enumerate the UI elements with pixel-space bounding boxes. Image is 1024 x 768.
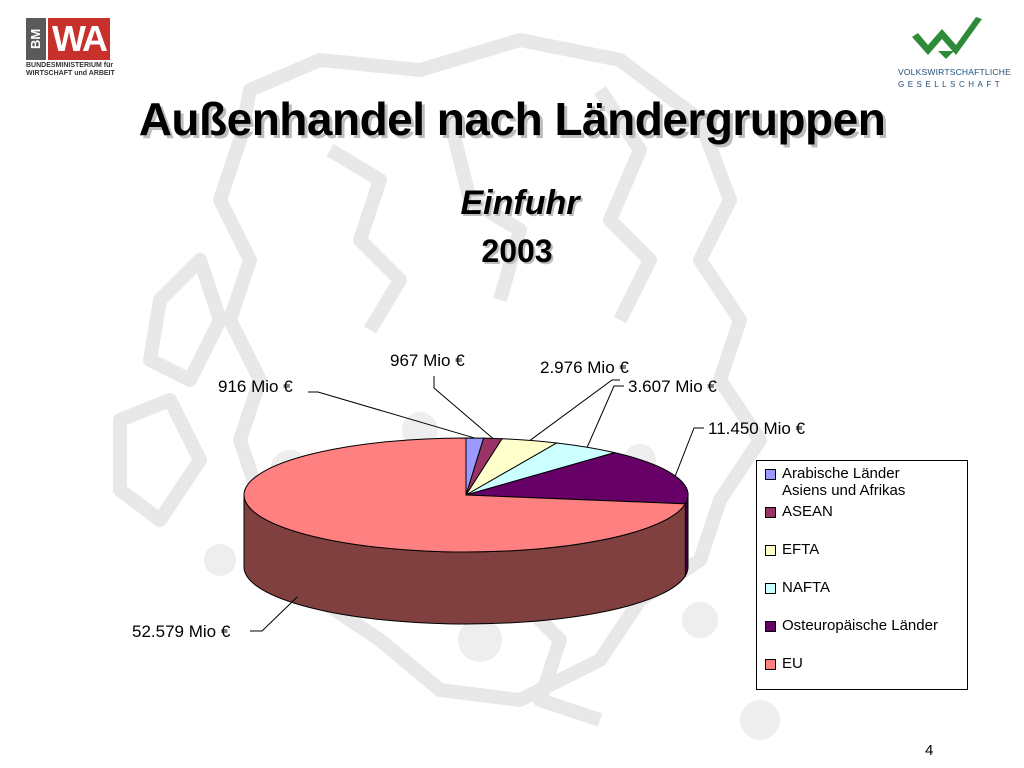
data-label-5: 52.579 Mio € [132, 622, 231, 641]
bmwa-logo: BM WA BUNDESMINISTERIUM für WIRTSCHAFT u… [26, 18, 116, 78]
legend-label-4: Osteuropäische Länder [782, 617, 938, 634]
legend-swatch-4 [765, 621, 776, 632]
page-number: 4 [925, 742, 934, 759]
leader-line-0 [308, 391, 475, 439]
checkmark-logo-icon [912, 17, 982, 59]
legend-label-0: Arabische Länder Asiens und Afrikas [782, 465, 905, 499]
data-label-1: 967 Mio € [390, 351, 465, 370]
legend-swatch-2 [765, 545, 776, 556]
pie-slice-4 [465, 452, 689, 505]
legend-label-3: NAFTA [782, 579, 830, 596]
data-label-0: 916 Mio € [218, 377, 293, 396]
leader-line-3 [586, 385, 624, 448]
legend-swatch-3 [765, 583, 776, 594]
legend-swatch-0 [765, 469, 776, 480]
legend-label-line-1: ASEAN [782, 503, 833, 520]
legend-label-line-1: EU [782, 655, 803, 672]
bmwa-logo-subtitle: BUNDESMINISTERIUM für WIRTSCHAFT und ARB… [26, 62, 136, 78]
data-label-2: 2.976 Mio € [540, 358, 629, 377]
slide-title: Außenhandel nach Ländergruppen [138, 93, 886, 145]
leader-line-5 [250, 596, 298, 632]
legend-label-line-1: NAFTA [782, 579, 831, 596]
leader-line-1 [433, 376, 494, 439]
bmwa-logo-subtitle-line-1: BUNDESMINISTERIUM für [26, 62, 114, 69]
leader-line-4 [674, 427, 704, 477]
legend-swatch-5 [765, 659, 776, 670]
chart-legend: Arabische Länder Asiens und Afrikas ASEAN E… [756, 460, 968, 690]
legend-label-line-1: EFTA [782, 541, 820, 558]
vwg-logo-line-1: VOLKSWIRTSCHAFTLICHE [898, 67, 1011, 77]
legend-label-line-1: Osteuropäische Länder [782, 617, 938, 634]
bmwa-logo-wa: WA [48, 18, 110, 60]
legend-swatch-1 [765, 507, 776, 518]
legend-label-line-2: Asiens und Afrikas [782, 482, 906, 499]
vwg-logo: VOLKSWIRTSCHAFTLICHE GESELLSCHAFT [890, 15, 1011, 95]
slide-subtitle: Einfuhr [460, 184, 580, 222]
data-label-3: 3.607 Mio € [628, 377, 717, 396]
bmwa-logo-subtitle-line-2: WIRTSCHAFT und ARBEIT [26, 70, 115, 77]
pie-slice-5 [243, 437, 687, 553]
legend-label-1: ASEAN [782, 503, 833, 520]
leader-line-2 [529, 379, 620, 441]
legend-label-line-1: Arabische Länder [782, 465, 900, 482]
vwg-logo-line-2: GESELLSCHAFT [898, 80, 1004, 89]
legend-label-5: EU [782, 655, 803, 672]
legend-label-2: EFTA [782, 541, 819, 558]
data-label-4: 11.450 Mio € [708, 419, 806, 438]
slide-year: 2003 [481, 233, 553, 269]
